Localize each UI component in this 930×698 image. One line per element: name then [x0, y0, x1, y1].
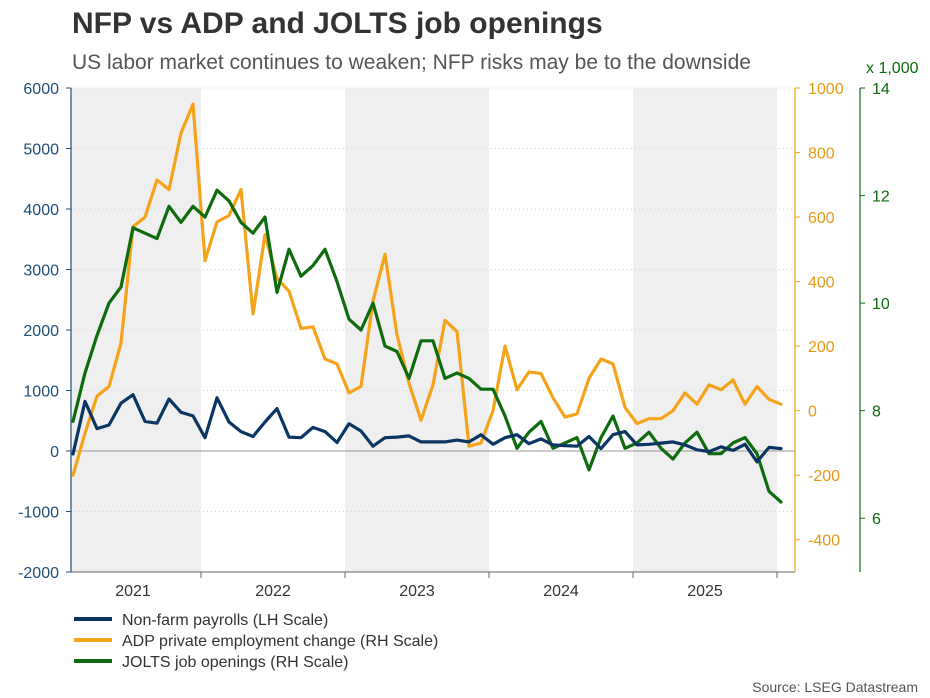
legend: Non-farm payrolls (LH Scale) ADP private… — [74, 612, 438, 671]
series-lines — [71, 102, 783, 504]
adp-tick-label: 800 — [808, 146, 835, 163]
x-tick-label: 2023 — [399, 583, 435, 600]
x-tick-label: 2022 — [255, 583, 291, 600]
adp-tick-label: 400 — [808, 275, 835, 292]
jolts-tick-label: 10 — [872, 296, 890, 313]
x-tick-label: 2025 — [687, 583, 723, 600]
nfp-line — [71, 393, 783, 464]
jolts-tick-label: 6 — [872, 511, 881, 528]
legend-label-adp: ADP private employment change (RH Scale) — [122, 633, 438, 650]
adp-tick-label: 0 — [808, 404, 817, 421]
legend-label-jolts: JOLTS job openings (RH Scale) — [122, 654, 348, 671]
chart-title: NFP vs ADP and JOLTS job openings — [72, 7, 603, 40]
left-tick-label: 0 — [50, 444, 59, 461]
adp-tick-label: -200 — [808, 468, 840, 485]
left-tick-label: 3000 — [23, 263, 59, 280]
left-tick-label: -2000 — [18, 565, 59, 582]
adp-tick-label: -400 — [808, 533, 840, 550]
left-tick-label: -1000 — [18, 505, 59, 522]
left-tick-label: 4000 — [23, 202, 59, 219]
left-tick-label: 5000 — [23, 142, 59, 159]
left-tick-label: 6000 — [23, 81, 59, 98]
adp-tick-label: 200 — [808, 339, 835, 356]
source-note: Source: LSEG Datastream — [752, 679, 918, 695]
left-tick-label: 2000 — [23, 323, 59, 340]
year-shading — [71, 88, 777, 572]
rh-multiplier-label: x 1,000 — [866, 60, 919, 77]
tick-labels: 6000500040003000200010000-1000-200010008… — [18, 81, 890, 600]
shade-year-2025 — [633, 88, 777, 572]
adp-tick-label: 1000 — [808, 81, 844, 98]
jolts-tick-label: 14 — [872, 81, 890, 98]
x-tick-label: 2021 — [115, 583, 151, 600]
jolts-tick-label: 8 — [872, 404, 881, 421]
jolts-tick-label: 12 — [872, 189, 890, 206]
legend-label-nfp: Non-farm payrolls (LH Scale) — [122, 612, 328, 629]
left-tick-label: 1000 — [23, 384, 59, 401]
jolts-line — [71, 188, 783, 504]
adp-line — [71, 102, 783, 477]
chart-subtitle: US labor market continues to weaken; NFP… — [72, 51, 751, 74]
adp-tick-label: 600 — [808, 210, 835, 227]
x-tick-label: 2024 — [543, 583, 579, 600]
